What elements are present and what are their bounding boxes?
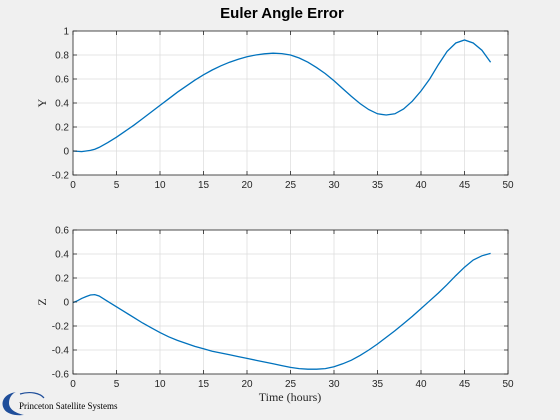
ticks-y: 0 5 10 15 20 25 30 35 40 45 50-0.200.20.40.60.81 [52, 27, 514, 192]
x-tick-label-y-1: 5 [114, 180, 120, 191]
x-axis-label-z: Time (hours) [259, 390, 322, 404]
x-tick-label-y-4: 20 [241, 180, 253, 191]
y-tick-label-z-0: -0.6 [52, 370, 70, 381]
x-tick-label-y-7: 35 [372, 180, 384, 191]
subplot-z: 0 5 10 15 20 25 30 35 40 45 50 -0.6 -0.4 -0.2 0 0.2 0.4 0… [35, 226, 514, 405]
ticks-z: 0 5 10 15 20 25 30 35 40 45 50 -0.6 -0.4 -0.2 0 0.2 0.4 0… [52, 226, 514, 391]
x-tick-label-z-3: 15 [198, 379, 210, 390]
y-tick-label-y-3: 0.4 [55, 99, 69, 110]
logo-swoosh-icon [2, 392, 24, 416]
y-tick-label-z-2: -0.2 [52, 322, 70, 333]
logo-arc-icon [19, 392, 45, 399]
y-tick-label-z-1: -0.4 [52, 346, 70, 357]
subplot-y: 0 5 10 15 20 25 30 35 40 45 50-0.200.20.40.60.81 E… [35, 5, 514, 191]
x-tick-label-z-5: 25 [285, 379, 297, 390]
x-tick-label-y-6: 30 [328, 180, 340, 191]
x-tick-label-y-8: 40 [415, 180, 427, 191]
x-tick-label-z-8: 40 [415, 379, 427, 390]
x-tick-label-z-0: 0 [70, 379, 76, 390]
x-tick-label-y-9: 45 [459, 180, 471, 191]
x-tick-label-y-0: 0 [70, 180, 76, 191]
y-tick-label-z-3: 0 [63, 298, 69, 309]
series-line-y [72, 39, 492, 153]
x-tick-label-z-6: 30 [328, 379, 340, 390]
y-tick-label-y-5: 0.8 [55, 51, 69, 62]
logo-text: Princeton Satellite Systems [19, 401, 118, 411]
series-line-z [72, 252, 491, 370]
x-tick-label-z-10: 50 [502, 379, 514, 390]
x-tick-label-y-10: 50 [502, 180, 514, 191]
x-tick-label-z-4: 20 [241, 379, 253, 390]
x-tick-label-z-9: 45 [459, 379, 471, 390]
x-tick-label-z-7: 35 [372, 379, 384, 390]
y-tick-label-y-4: 0.6 [55, 75, 69, 86]
y-axis-label-z: Z [35, 298, 49, 305]
x-tick-label-y-2: 10 [154, 180, 166, 191]
y-tick-label-y-6: 1 [63, 27, 69, 38]
y-tick-label-z-6: 0.6 [55, 226, 69, 237]
y-tick-label-y-2: 0.2 [55, 123, 69, 134]
y-tick-label-y-0: -0.2 [52, 171, 70, 182]
y-axis-label-y: Y [35, 98, 49, 107]
x-tick-label-y-5: 25 [285, 180, 297, 191]
y-tick-label-z-4: 0.2 [55, 274, 69, 285]
y-tick-label-y-1: 0 [63, 147, 69, 158]
x-tick-label-y-3: 15 [198, 180, 210, 191]
y-tick-label-z-5: 0.4 [55, 250, 69, 261]
x-tick-label-z-1: 5 [114, 379, 120, 390]
x-tick-label-z-2: 10 [154, 379, 166, 390]
logo: Princeton Satellite Systems [2, 392, 118, 416]
chart-title: Euler Angle Error [220, 5, 344, 22]
